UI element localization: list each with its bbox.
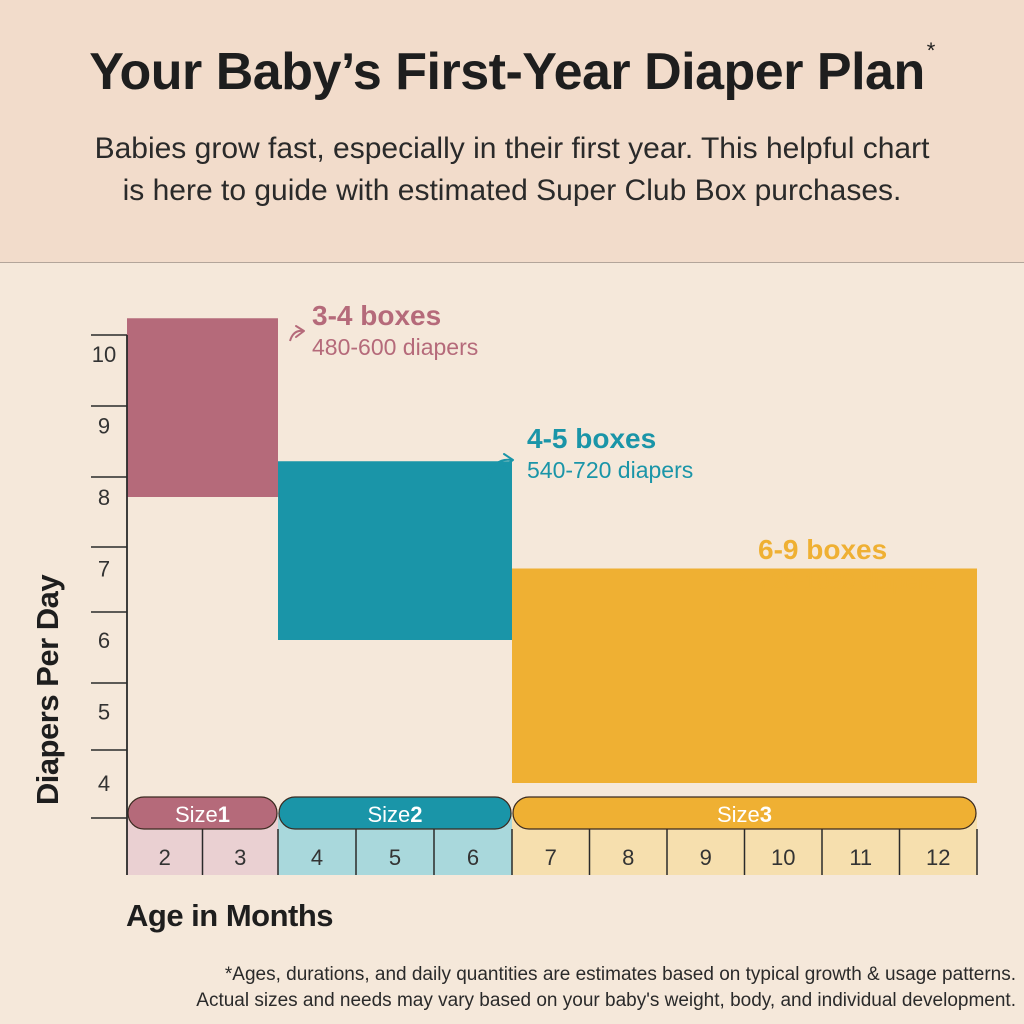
x-tick-label: 8 bbox=[622, 845, 634, 870]
y-tick-label: 9 bbox=[98, 414, 110, 439]
y-tick-label: 6 bbox=[98, 628, 110, 653]
y-tick-label: 7 bbox=[98, 557, 110, 582]
y-axis-title: Diapers Per Day bbox=[30, 574, 65, 806]
subtitle-line-2: is here to guide with estimated Super Cl… bbox=[122, 174, 902, 207]
x-tick-label: 11 bbox=[849, 845, 872, 870]
header-panel: Your Baby’s First-Year Diaper Plan* Babi… bbox=[0, 0, 1024, 263]
x-tick-label: 2 bbox=[159, 845, 171, 870]
annotation-arrowhead bbox=[503, 453, 514, 467]
size-pill-label: Size2 bbox=[367, 802, 422, 827]
subtitle-line-1: Babies grow fast, especially in their fi… bbox=[94, 132, 930, 165]
size-pill-label: Size1 bbox=[175, 802, 230, 827]
annotation-size-3: 6-9 boxes 720-1080 diapers bbox=[758, 534, 937, 596]
x-tick-label: 5 bbox=[389, 845, 401, 870]
y-tick-label: 4 bbox=[98, 771, 110, 796]
footnote-line-2: Actual sizes and needs may vary based on… bbox=[196, 990, 1016, 1011]
size-pill bbox=[127, 796, 278, 830]
diapers-label: 720-1080 diapers bbox=[758, 568, 938, 594]
diapers-label: 540-720 diapers bbox=[527, 457, 694, 483]
page-title: Your Baby’s First-Year Diaper Plan* bbox=[0, 38, 1024, 102]
x-tick-label: 6 bbox=[467, 845, 479, 870]
size-pill-word: Size bbox=[717, 802, 760, 827]
y-tick-label: 8 bbox=[98, 485, 110, 510]
size-pill-label: Size3 bbox=[717, 802, 772, 827]
size-pill-word: Size bbox=[175, 802, 218, 827]
size-pill bbox=[278, 796, 512, 830]
footnote-line-1: *Ages, durations, and daily quantities a… bbox=[224, 964, 1016, 985]
x-axis-title: Age in Months bbox=[126, 898, 334, 933]
x-tick-label: 4 bbox=[311, 845, 323, 870]
annotation-arrow bbox=[719, 577, 748, 609]
x-tick-label: 3 bbox=[234, 845, 246, 870]
boxes-label: 6-9 boxes bbox=[758, 534, 888, 565]
annotation-size-1: 3-4 boxes 480-600 diapers bbox=[312, 300, 478, 362]
x-tick-label: 10 bbox=[771, 845, 795, 870]
diapers-label: 480-600 diapers bbox=[312, 334, 479, 360]
annotation-arrowhead bbox=[738, 572, 749, 586]
x-tick-label: 12 bbox=[926, 845, 950, 870]
size-pill bbox=[512, 796, 977, 830]
y-tick-label: 5 bbox=[98, 700, 110, 725]
size-pill-number: 3 bbox=[760, 802, 772, 827]
bar-size-2 bbox=[278, 461, 512, 640]
title-asterisk: * bbox=[926, 38, 936, 63]
page-subtitle: Babies grow fast, especially in their fi… bbox=[30, 128, 994, 212]
size-pill-word: Size bbox=[367, 802, 410, 827]
bar-size-1 bbox=[127, 318, 278, 497]
bar-size-3 bbox=[512, 568, 977, 783]
footnote: *Ages, durations, and daily quantities a… bbox=[6, 962, 1016, 1014]
x-tick-label: 9 bbox=[700, 845, 712, 870]
x-tick-label: 7 bbox=[545, 845, 557, 870]
boxes-label: 4-5 boxes bbox=[527, 423, 657, 454]
size-pill-number: 2 bbox=[410, 802, 422, 827]
size-pill-number: 1 bbox=[218, 802, 230, 827]
boxes-label: 3-4 boxes bbox=[312, 300, 442, 331]
annotation-size-2: 4-5 boxes 540-720 diapers bbox=[527, 423, 693, 485]
title-text: Your Baby’s First-Year Diaper Plan bbox=[89, 43, 925, 101]
annotation-arrow bbox=[289, 329, 304, 342]
annotation-arrowhead bbox=[295, 325, 305, 338]
y-tick-label: 10 bbox=[92, 342, 116, 367]
annotation-arrow bbox=[488, 458, 513, 481]
